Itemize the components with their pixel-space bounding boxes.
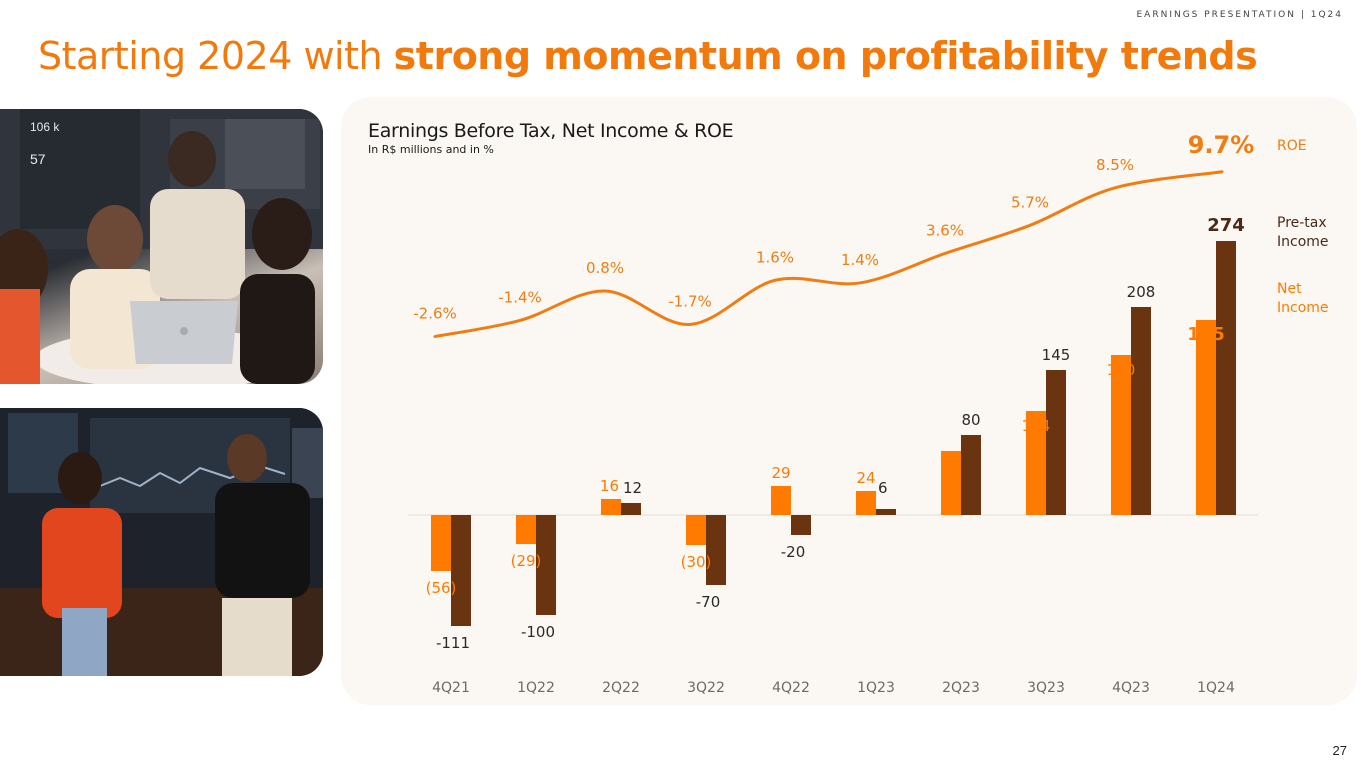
- bar-net-income: [1196, 320, 1216, 515]
- x-tick-label: 1Q24: [1197, 680, 1235, 696]
- label-net-income: 195: [1187, 324, 1225, 345]
- label-roe: 8.5%: [1096, 156, 1134, 174]
- bar-net-income: [771, 486, 791, 515]
- team-meeting-photo: 106 k 57: [0, 109, 323, 384]
- bar-net-income: [941, 451, 961, 515]
- legend-net-line1: Net: [1277, 281, 1302, 297]
- label-roe: -1.7%: [668, 292, 712, 310]
- legend-pretax-line2: Income: [1277, 234, 1329, 250]
- x-tick-label: 1Q23: [857, 680, 895, 696]
- svg-text:57: 57: [30, 151, 46, 167]
- label-net-income: (29): [511, 552, 542, 570]
- chart-title: Earnings Before Tax, Net Income & ROE: [368, 120, 734, 142]
- label-roe: -2.6%: [413, 305, 457, 323]
- bar-pretax-income: [1131, 307, 1151, 515]
- label-pretax-income: 12: [623, 479, 642, 497]
- legend-pretax: Pre-tax Income: [1277, 214, 1329, 252]
- bar-net-income: [856, 491, 876, 515]
- legend-roe-label: ROE: [1277, 138, 1307, 154]
- label-pretax-income: -100: [521, 623, 555, 641]
- legend-pretax-line1: Pre-tax: [1277, 215, 1327, 231]
- svg-text:106 k: 106 k: [30, 120, 60, 134]
- bar-net-income: [431, 515, 451, 571]
- bar-net-income: [1026, 411, 1046, 515]
- bar-pretax-income: [876, 509, 896, 515]
- roe-line: [433, 170, 1224, 339]
- legend-roe: ROE: [1277, 137, 1307, 156]
- bar-pretax-income: [1216, 241, 1236, 515]
- label-net-income: 64: [941, 457, 960, 475]
- bar-net-income: [601, 499, 621, 515]
- bar-pretax-income: [451, 515, 471, 626]
- eyebrow-label: EARNINGS PRESENTATION | 1Q24: [1136, 10, 1343, 20]
- label-net-income: 24: [856, 469, 875, 487]
- bar-pretax-income: [706, 515, 726, 585]
- label-roe: 1.4%: [841, 251, 879, 269]
- bar-pretax-income: [961, 435, 981, 515]
- bar-net-income: [1111, 355, 1131, 515]
- label-roe: 9.7%: [1188, 131, 1255, 159]
- label-pretax-income: 208: [1127, 283, 1156, 301]
- label-pretax-income: 274: [1207, 215, 1245, 236]
- chart-card: [341, 97, 1357, 705]
- page-title: Starting 2024 with strong momentum on pr…: [38, 34, 1258, 78]
- legend-net: Net Income: [1277, 280, 1329, 318]
- label-roe: 5.7%: [1011, 193, 1049, 211]
- label-roe: -1.4%: [498, 288, 542, 306]
- bar-pretax-income: [536, 515, 556, 615]
- bar-net-income: [686, 515, 706, 545]
- label-pretax-income: -70: [696, 593, 721, 611]
- title-bold: strong momentum on profitability trends: [393, 34, 1258, 78]
- two-people-photo: [0, 408, 323, 676]
- label-net-income: 29: [771, 464, 790, 482]
- x-tick-label: 4Q21: [432, 680, 470, 696]
- label-net-income: 104: [1022, 417, 1051, 435]
- bar-pretax-income: [791, 515, 811, 535]
- label-net-income: 16: [600, 477, 619, 495]
- x-tick-label: 1Q22: [517, 680, 555, 696]
- chart-subtitle: In R$ millions and in %: [368, 143, 494, 156]
- bar-pretax-income: [1046, 370, 1066, 515]
- x-tick-label: 2Q23: [942, 680, 980, 696]
- x-tick-label: 4Q22: [772, 680, 810, 696]
- label-pretax-income: 6: [878, 479, 888, 497]
- label-roe: 0.8%: [586, 259, 624, 277]
- label-roe: 1.6%: [756, 248, 794, 266]
- bar-net-income: [516, 515, 536, 544]
- title-regular: Starting 2024 with: [38, 34, 383, 78]
- label-net-income: (30): [681, 553, 712, 571]
- label-net-income: 160: [1107, 361, 1136, 379]
- x-tick-label: 4Q23: [1112, 680, 1150, 696]
- label-roe: 3.6%: [926, 221, 964, 239]
- label-pretax-income: -20: [781, 543, 806, 561]
- label-pretax-income: 145: [1042, 346, 1071, 364]
- label-net-income: (56): [426, 579, 457, 597]
- x-tick-label: 2Q22: [602, 680, 640, 696]
- page-number: 27: [1332, 743, 1347, 758]
- x-tick-label: 3Q23: [1027, 680, 1065, 696]
- legend-net-line2: Income: [1277, 300, 1329, 316]
- bar-pretax-income: [621, 503, 641, 515]
- label-pretax-income: -111: [436, 634, 470, 652]
- label-pretax-income: 80: [961, 411, 980, 429]
- x-tick-label: 3Q22: [687, 680, 725, 696]
